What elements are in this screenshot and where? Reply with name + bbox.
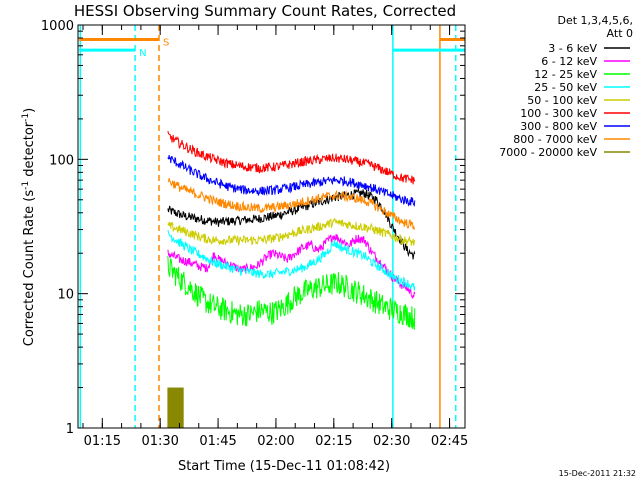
legend-entry-label: 7000 - 20000 keV: [499, 146, 597, 159]
band-label: N: [139, 48, 146, 59]
plot-frame: [77, 24, 466, 429]
series-line: [167, 155, 416, 207]
series-line: [167, 177, 415, 230]
x-tick-label: 02:15: [315, 434, 352, 449]
series-line: [167, 229, 416, 291]
series-line: [167, 234, 416, 299]
x-axis-label: Start Time (15-Dec-11 01:08:42): [178, 459, 390, 474]
y-axis-label-part-2: detector: [22, 121, 37, 181]
legend-entry-label: 300 - 800 keV: [520, 120, 597, 133]
legend-entry-label: 25 - 50 keV: [534, 81, 597, 94]
legend-entry-label: 800 - 7000 keV: [513, 133, 597, 146]
x-tick-label: 02:45: [431, 434, 468, 449]
y-tick-label: 100: [49, 153, 74, 168]
x-axis: 01:15 01:30 01:45 02:00 02:15 02:30 02:45: [82, 25, 468, 449]
y-axis-label: Corrected Count Rate (s-1 detector-1): [21, 108, 37, 346]
footer-timestamp: 15-Dec-2011 21:32: [559, 469, 636, 478]
legend-entry-label: 100 - 300 keV: [520, 107, 597, 120]
y-tick-label: 10: [57, 288, 74, 303]
legend-entry-label: 3 - 6 keV: [548, 42, 597, 55]
x-tick-label: 02:30: [373, 434, 410, 449]
y-axis-label-sup-2: -1: [21, 113, 31, 122]
series-line: [167, 218, 416, 246]
legend-entry-label: 50 - 100 keV: [527, 94, 597, 107]
x-tick-label: 01:30: [141, 434, 178, 449]
series-line: [167, 256, 416, 330]
legend-header-line-1: Det 1,3,4,5,6,: [557, 14, 633, 27]
y-axis-label-part-3: ): [22, 108, 37, 113]
x-tick-label: 02:00: [257, 434, 294, 449]
y-axis: 1 10 100 1000: [41, 19, 465, 437]
legend-entry-label: 6 - 12 keV: [541, 55, 597, 68]
x-tick-label: 01:45: [199, 434, 236, 449]
y-axis-label-sup-1: -1: [21, 181, 31, 190]
legend-entry-label: 12 - 25 keV: [534, 68, 597, 81]
chart-title: HESSI Observing Summary Count Rates, Cor…: [74, 2, 456, 20]
y-tick-label: 1: [66, 422, 74, 437]
band-label: S: [163, 37, 169, 48]
x-tick-label: 01:15: [84, 434, 121, 449]
y-tick-label: 1000: [41, 19, 74, 34]
legend-header-line-2: Att 0: [607, 27, 633, 40]
series-line: [167, 130, 416, 185]
y-axis-label-part-1: Corrected Count Rate (s: [22, 190, 37, 347]
